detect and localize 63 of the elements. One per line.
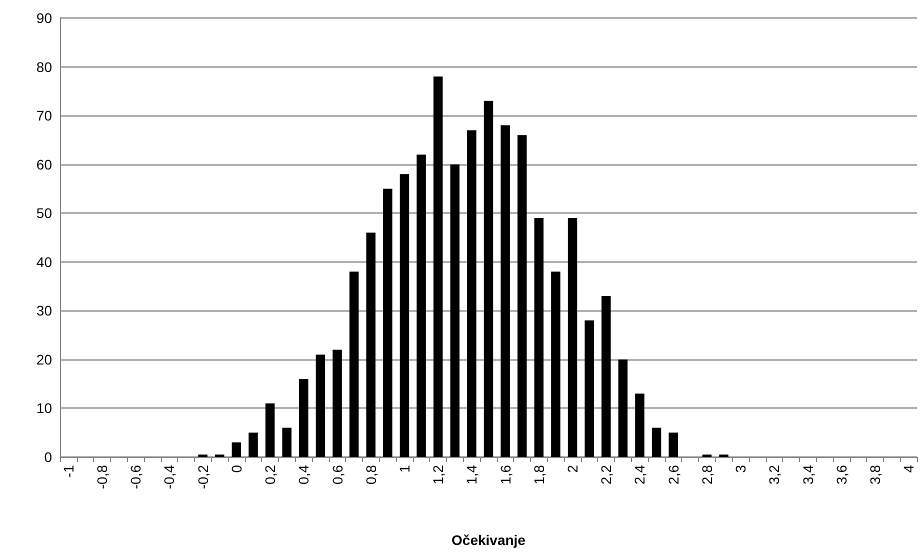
- y-tick-label: 50: [36, 205, 52, 222]
- bar: [282, 428, 292, 457]
- bar: [534, 218, 544, 457]
- x-tick-label: -0,8: [94, 464, 110, 490]
- bar: [568, 218, 578, 457]
- x-tick-label: 1,8: [530, 464, 547, 484]
- bar: [316, 354, 326, 457]
- x-tick-label: -0,6: [128, 464, 144, 490]
- y-tick-label: 20: [36, 351, 52, 368]
- x-axis-title: Očekivanje: [452, 532, 526, 548]
- bar: [433, 76, 443, 457]
- x-tick-label: 2,8: [698, 464, 715, 484]
- bar: [500, 125, 510, 457]
- x-tick-label: 1,6: [497, 464, 514, 484]
- x-tick-label: 3,4: [800, 464, 816, 484]
- x-tick-label: 1,2: [430, 464, 446, 484]
- bar: [602, 296, 611, 457]
- bar: [652, 428, 662, 457]
- x-tick-label: 3,2: [766, 464, 782, 484]
- y-tick-label: 90: [36, 10, 52, 26]
- bar: [366, 232, 376, 457]
- bar: [332, 350, 342, 457]
- x-tick-label: -0,2: [194, 464, 211, 490]
- bar: [618, 359, 628, 457]
- bar: [248, 432, 258, 457]
- bar: [416, 154, 426, 457]
- bar: [668, 432, 678, 457]
- x-tick-label: 4: [900, 464, 917, 473]
- y-tick-label: 70: [36, 108, 52, 124]
- y-tick-label: 40: [36, 254, 52, 270]
- bar: [349, 272, 359, 457]
- x-tick-label: 2: [564, 464, 581, 473]
- bar: [517, 135, 527, 457]
- x-tick-label: 3,6: [833, 464, 850, 484]
- x-tick-label: 1: [396, 464, 412, 473]
- bar: [551, 272, 560, 457]
- x-tick-label: 3,8: [866, 464, 883, 484]
- bar: [484, 100, 494, 457]
- bar: [584, 320, 594, 457]
- y-tick-label: 80: [36, 58, 52, 75]
- bar: [299, 378, 308, 457]
- x-tick-label: 0,2: [262, 464, 278, 484]
- x-tick-label: 0,4: [296, 464, 312, 484]
- y-tick-label: 60: [36, 156, 52, 172]
- x-tick-label: -0,4: [161, 464, 178, 490]
- x-tick-label: 2,2: [598, 464, 614, 484]
- bar: [467, 130, 476, 457]
- bar: [383, 188, 392, 457]
- bar: [635, 394, 644, 457]
- x-tick-label: -1: [60, 464, 76, 478]
- x-tick-label: 0,8: [362, 464, 379, 484]
- bar: [232, 442, 242, 457]
- bar: [400, 174, 410, 457]
- x-tick-label: 2,6: [665, 464, 682, 484]
- y-tick-label: 10: [36, 400, 52, 416]
- x-tick-label: 3: [732, 464, 749, 473]
- y-tick-label: 30: [36, 302, 52, 319]
- x-tick-label: 0: [228, 464, 244, 473]
- bar: [450, 164, 460, 457]
- x-tick-label: 1,4: [464, 464, 480, 484]
- x-tick-label: 0,6: [329, 464, 346, 484]
- bar: [265, 403, 275, 457]
- x-tick-label: 2,4: [632, 464, 648, 484]
